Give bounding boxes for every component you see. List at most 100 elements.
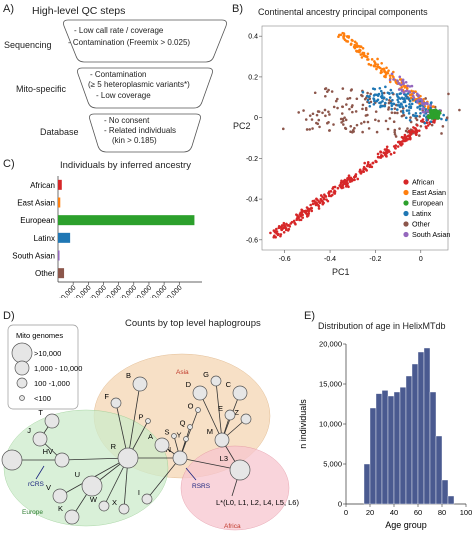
pca-point [356, 177, 360, 181]
pca-point [416, 124, 419, 127]
pca-point [295, 213, 298, 216]
age-bar [447, 495, 455, 505]
pca-point [423, 121, 427, 125]
pca-point [348, 96, 352, 100]
qc-funnel-shape-3 [89, 113, 201, 153]
pca-point [342, 32, 346, 35]
pca-point [420, 101, 424, 105]
pca-point [373, 99, 376, 103]
pca-point [380, 91, 384, 95]
pca-point [346, 177, 349, 180]
age-bar [363, 463, 371, 505]
pca-point [324, 114, 327, 118]
pca-point [351, 104, 354, 107]
pca-point [323, 108, 327, 112]
pca-point [361, 103, 365, 107]
ancestry-category-label: Latinx [34, 234, 55, 243]
pca-point [388, 96, 392, 99]
pca-point [432, 105, 435, 108]
pca-point [388, 117, 392, 120]
pca-point [379, 95, 383, 98]
age-y-axis-label: n individuals [298, 399, 308, 449]
pca-point [415, 114, 419, 118]
pca-point [310, 118, 314, 121]
pca-point [434, 110, 438, 114]
pca-point [385, 71, 389, 74]
pca-point [345, 180, 348, 184]
pca-series-south-asian [388, 72, 442, 118]
panel-c-label: C) [3, 158, 15, 170]
pca-point [400, 135, 404, 139]
pca-point [407, 112, 411, 115]
pca-point [378, 101, 381, 105]
qc-funnel-shape-2 [77, 67, 213, 109]
pca-point [342, 123, 345, 126]
panel-b-title: Continental ancestry principal component… [258, 7, 428, 17]
pc2-tick-label: -0.4 [246, 197, 258, 204]
pca-point [349, 124, 353, 128]
legend-swatch [403, 200, 409, 206]
pca-point [419, 111, 422, 115]
pca-point [392, 145, 396, 148]
pca-point [375, 93, 379, 97]
pca-point [400, 88, 404, 92]
pca-point [349, 43, 353, 46]
pca-point [311, 112, 315, 116]
pca-point [362, 120, 366, 124]
pca-point [372, 103, 376, 106]
pca-point [343, 178, 347, 182]
pca-point [398, 105, 402, 109]
panel-d-title: Counts by top level haplogroups [125, 318, 261, 329]
age-bar [435, 435, 443, 505]
pca-point [393, 132, 397, 136]
qc-step-line: - No consent [104, 116, 150, 125]
pca-point [309, 203, 312, 207]
pca-point [377, 65, 381, 69]
pca-point [393, 107, 397, 110]
pca-point [333, 189, 336, 193]
pca-point [363, 54, 367, 58]
haplogroup-label: V [46, 483, 51, 492]
pca-point [317, 118, 321, 122]
pca-point [355, 123, 359, 127]
age-y-tick-label: 20,000 [319, 340, 342, 349]
pca-point [299, 218, 303, 222]
pca-point [431, 114, 434, 118]
pca-point [324, 94, 327, 98]
legend-label: South Asian [412, 230, 450, 239]
panel-d-label: D) [3, 310, 15, 322]
pca-point [362, 167, 365, 171]
pca-point [417, 94, 421, 97]
haplogroup-node [210, 375, 222, 387]
haplogroup-node [132, 376, 148, 392]
haplogroup-node [98, 500, 110, 512]
pca-point [365, 55, 369, 59]
pc2-axis-label: PC2 [233, 121, 251, 131]
pca-point [292, 219, 296, 223]
pca-point [318, 201, 322, 205]
pca-point [296, 215, 300, 218]
ancestry-bar [58, 179, 62, 190]
pca-point [425, 118, 428, 122]
haplogroup-node [192, 385, 208, 401]
pca-point [310, 209, 314, 213]
pca-point [384, 119, 388, 123]
age-y-tick-label: 10,000 [319, 420, 342, 429]
qc-step-line: - Related individuals [104, 126, 177, 135]
pca-point [353, 40, 357, 44]
haplogroup-label: E [218, 404, 223, 413]
pc2-tick-label: -0.6 [246, 237, 258, 244]
pca-point [346, 35, 349, 38]
pca-point [299, 212, 303, 216]
qc-step-line: - Contamination [90, 70, 147, 79]
pca-point [412, 96, 416, 100]
pca-point [273, 230, 277, 234]
haplogroup-label: O [188, 402, 194, 411]
haplogroup-label: W [90, 495, 98, 504]
qc-step-line: (≥ 5 heteroplasmic variants*) [88, 80, 190, 89]
haplogroup-node [141, 493, 153, 505]
haplogroup-label: Z [234, 408, 239, 417]
pca-point [287, 227, 291, 231]
pca-point [393, 130, 396, 134]
qc-step-name: Database [40, 127, 79, 137]
